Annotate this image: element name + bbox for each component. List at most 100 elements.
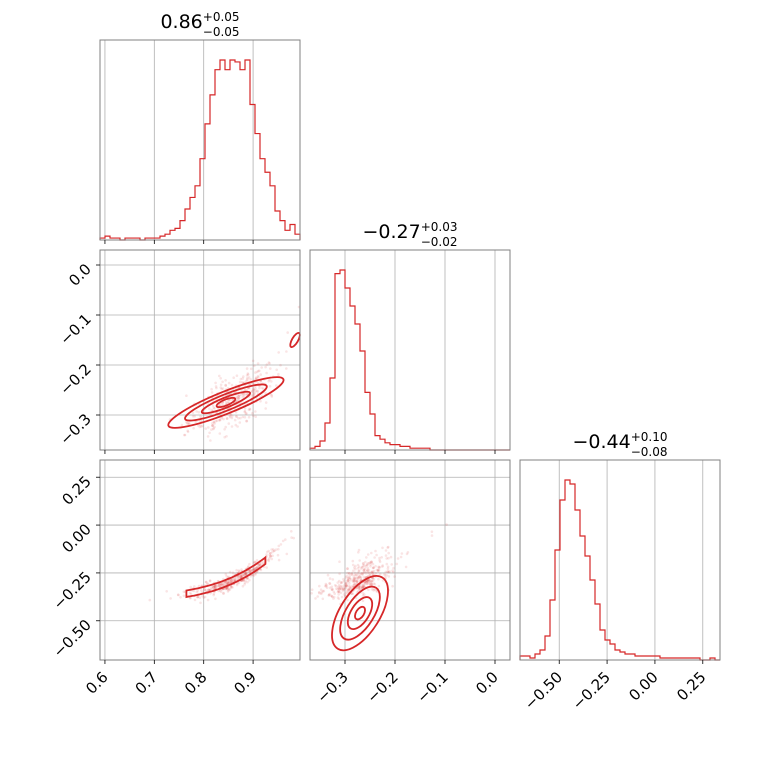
- scatter-point-2-1: [361, 564, 365, 567]
- scatter-point-2-1: [348, 574, 351, 578]
- scatter-point-2-0: [222, 591, 225, 595]
- scatter-point-2-1: [342, 587, 345, 590]
- scatter-point-2-0: [218, 583, 222, 586]
- scatter-point-2-1: [386, 570, 390, 574]
- scatter-point-2-0: [253, 560, 256, 564]
- scatter-point-2-1: [364, 580, 368, 583]
- scatter-point-1-0: [218, 418, 222, 421]
- scatter-point-2-1: [337, 593, 341, 596]
- scatter-point-2-0: [238, 570, 241, 573]
- scatter-point-2-0: [246, 570, 249, 573]
- scatter-point-2-1: [331, 578, 335, 581]
- scatter-point-2-0: [218, 589, 222, 592]
- scatter-point-2-1: [384, 570, 388, 574]
- scatter-point-2-0: [237, 581, 241, 585]
- scatter-point-2-1: [361, 592, 365, 595]
- scatter-point-1-0: [246, 372, 250, 375]
- scatter-point-2-1: [360, 572, 363, 575]
- scatter-point-2-1: [344, 576, 348, 579]
- scatter-point-1-0: [268, 362, 271, 365]
- scatter-point-2-0: [244, 571, 248, 575]
- scatter-point-1-0: [207, 426, 210, 429]
- scatter-point-2-1: [362, 569, 366, 572]
- scatter-point-1-0: [233, 418, 237, 422]
- scatter-point-1-0: [256, 374, 260, 378]
- scatter-point-2-1: [385, 574, 388, 577]
- scatter-point-2-0: [249, 569, 252, 572]
- scatter-point-1-0: [252, 394, 255, 397]
- scatter-point-2-1: [395, 562, 399, 566]
- scatter-point-2-0: [196, 595, 199, 599]
- scatter-point-1-0: [186, 430, 190, 434]
- scatter-point-2-0: [193, 598, 197, 602]
- scatter-point-2-0: [233, 579, 237, 582]
- scatter-point-2-1: [350, 573, 353, 576]
- scatter-point-2-1: [357, 565, 361, 569]
- scatter-point-2-1: [346, 590, 350, 594]
- scatter-point-2-0: [242, 573, 246, 577]
- histogram-title-0: 0.86+0.05: [160, 10, 239, 33]
- scatter-point-2-1: [356, 567, 360, 570]
- scatter-point-2-0: [196, 589, 199, 592]
- scatter-point-2-0: [220, 584, 223, 587]
- x-tick-label-1-1: −0.2: [363, 668, 401, 706]
- scatter-point-2-1: [364, 560, 367, 564]
- scatter-point-2-1: [362, 584, 366, 588]
- scatter-point-2-1: [358, 572, 362, 576]
- scatter-point-1-0: [247, 408, 251, 412]
- scatter-point-2-1: [364, 580, 368, 584]
- scatter-point-2-1: [357, 586, 361, 589]
- scatter-point-2-0: [230, 580, 233, 584]
- scatter-point-2-1: [368, 574, 372, 577]
- scatter-point-2-0: [230, 585, 234, 589]
- scatter-point-1-0: [264, 365, 267, 369]
- contours-2-0: [185, 555, 267, 599]
- scatter-point-2-0: [200, 589, 203, 592]
- scatter-point-1-0: [239, 416, 242, 420]
- scatter-point-2-0: [257, 563, 260, 567]
- scatter-point-2-1: [342, 593, 346, 596]
- scatter-point-1-0: [235, 415, 238, 419]
- x-tick-label-0-0: 0.6: [82, 668, 112, 698]
- scatter-point-2-0: [179, 596, 182, 599]
- scatter-point-2-1: [330, 585, 334, 589]
- scatter-point-2-1: [310, 588, 314, 591]
- scatter-point-1-0: [225, 401, 229, 405]
- scatter-point-2-1: [366, 574, 370, 578]
- scatter-point-2-0: [222, 583, 226, 587]
- scatter-point-2-0: [193, 585, 196, 588]
- scatter-point-2-1: [366, 566, 370, 570]
- scatter-point-2-1: [363, 582, 367, 586]
- scatter-point-1-0: [223, 435, 226, 439]
- scatter-point-2-1: [373, 556, 376, 559]
- scatter-point-2-1: [375, 590, 379, 593]
- scatter-point-2-1: [357, 575, 361, 578]
- scatter-point-2-0: [203, 595, 207, 599]
- scatter-point-2-1: [341, 580, 344, 584]
- scatter-point-1-0: [208, 407, 211, 410]
- scatter-point-2-1: [353, 573, 356, 577]
- scatter-point-2-0: [270, 548, 273, 551]
- scatter-point-1-0: [242, 393, 245, 397]
- scatter-point-2-1: [354, 576, 358, 580]
- scatter-point-1-0: [264, 391, 268, 395]
- scatter-point-2-1: [391, 584, 394, 588]
- scatter-point-1-0: [254, 376, 258, 380]
- scatter-point-2-0: [229, 585, 233, 588]
- scatter-point-2-0: [285, 552, 289, 556]
- scatter-point-1-0: [245, 374, 249, 377]
- scatter-point-2-1: [351, 559, 355, 563]
- scatter-point-1-0: [268, 378, 271, 382]
- scatter-point-2-0: [248, 562, 251, 566]
- scatter-point-2-1: [363, 581, 367, 585]
- scatter-point-2-1: [347, 588, 351, 592]
- scatter-point-2-1: [356, 571, 360, 575]
- scatter-point-2-1: [353, 580, 357, 583]
- scatter-point-1-0: [235, 395, 239, 399]
- scatter-point-1-0: [221, 387, 225, 390]
- scatter-point-2-1: [358, 586, 362, 589]
- scatter-point-2-1: [378, 565, 382, 569]
- scatter-point-1-0: [262, 387, 265, 391]
- scatter-point-2-1: [370, 579, 374, 583]
- scatter-point-2-1: [335, 587, 338, 590]
